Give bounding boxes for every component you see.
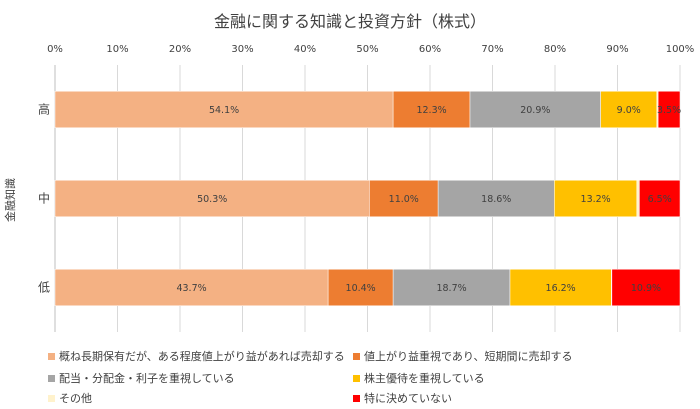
- bar-segment: [611, 269, 681, 306]
- category-label: 高: [38, 102, 50, 117]
- bar-segment: [369, 180, 439, 217]
- bar-segment: [600, 91, 658, 128]
- category-label: 低: [38, 281, 50, 295]
- bar-segment: [636, 180, 640, 217]
- bar-segment: [509, 269, 612, 306]
- x-tick-label: 20%: [169, 44, 191, 55]
- legend-label: その他: [59, 392, 92, 405]
- x-tick-label: 40%: [294, 44, 316, 55]
- x-tick-label: 100%: [666, 44, 695, 55]
- legend-item: 配当・分配金・利子を重視している: [48, 370, 235, 386]
- legend-label: 配当・分配金・利子を重視している: [59, 372, 235, 385]
- data-label: 9.0%: [617, 105, 641, 116]
- data-label: 6.5%: [648, 194, 672, 205]
- bar-segment: [437, 180, 555, 217]
- legend-label: 値上がり益重視であり、短期間に売却する: [364, 350, 573, 363]
- x-tick-label: 30%: [231, 44, 253, 55]
- bar-segment: [392, 269, 511, 306]
- y-axis-title: 金融知識: [3, 178, 17, 222]
- bar-segment: [639, 180, 681, 217]
- legend-item: 特に決めていない: [353, 390, 452, 406]
- category-label: 中: [38, 191, 50, 206]
- legend-swatch: [353, 352, 360, 360]
- chart-legend: 概ね長期保有だが、ある程度値上がり益があれば売却する 値上がり益重視であり、短期間…: [48, 344, 688, 406]
- x-tick-label: 0%: [47, 44, 63, 55]
- x-tick-label: 10%: [106, 44, 128, 55]
- data-label: 3.5%: [657, 105, 681, 116]
- legend-item: 値上がり益重視であり、短期間に売却する: [353, 348, 572, 364]
- legend-item: 概ね長期保有だが、ある程度値上がり益があれば売却する: [48, 348, 345, 364]
- x-tick-label: 70%: [481, 44, 503, 55]
- bar-segment: [657, 91, 681, 128]
- legend-item: その他: [48, 390, 92, 406]
- data-label: 10.9%: [631, 283, 661, 294]
- data-label: 18.7%: [436, 283, 466, 294]
- bar-segment: [54, 180, 370, 217]
- data-label: 18.6%: [481, 194, 511, 205]
- legend-label: 株主優待を重視している: [364, 372, 485, 385]
- chart-title: 金融に関する知識と投資方針（株式）: [213, 12, 486, 31]
- bar-segment: [469, 91, 601, 128]
- bar-segment: [54, 269, 329, 306]
- x-tick-label: 60%: [419, 44, 441, 55]
- legend-swatch: [353, 374, 360, 382]
- legend-swatch: [48, 352, 55, 360]
- data-label: 20.9%: [520, 105, 550, 116]
- x-tick-label: 90%: [606, 44, 628, 55]
- legend-swatch: [48, 394, 55, 402]
- legend-swatch: [48, 374, 55, 382]
- bar-segment: [327, 269, 394, 306]
- data-label: 50.3%: [197, 194, 227, 205]
- legend-swatch: [353, 394, 360, 402]
- bar-segment: [554, 180, 638, 217]
- data-label: 54.1%: [209, 105, 239, 116]
- data-label: 13.2%: [581, 194, 611, 205]
- data-label: 43.7%: [176, 283, 206, 294]
- data-label: 10.4%: [346, 283, 376, 294]
- data-label: 11.0%: [389, 194, 419, 205]
- legend-label: 特に決めていない: [364, 392, 452, 405]
- legend-label: 概ね長期保有だが、ある程度値上がり益があれば売却する: [59, 350, 345, 363]
- x-tick-label: 80%: [544, 44, 566, 55]
- data-label: 12.3%: [416, 105, 446, 116]
- bar-segment: [54, 91, 394, 128]
- x-tick-label: 50%: [356, 44, 378, 55]
- legend-item: 株主優待を重視している: [353, 370, 485, 386]
- data-label: 16.2%: [546, 283, 576, 294]
